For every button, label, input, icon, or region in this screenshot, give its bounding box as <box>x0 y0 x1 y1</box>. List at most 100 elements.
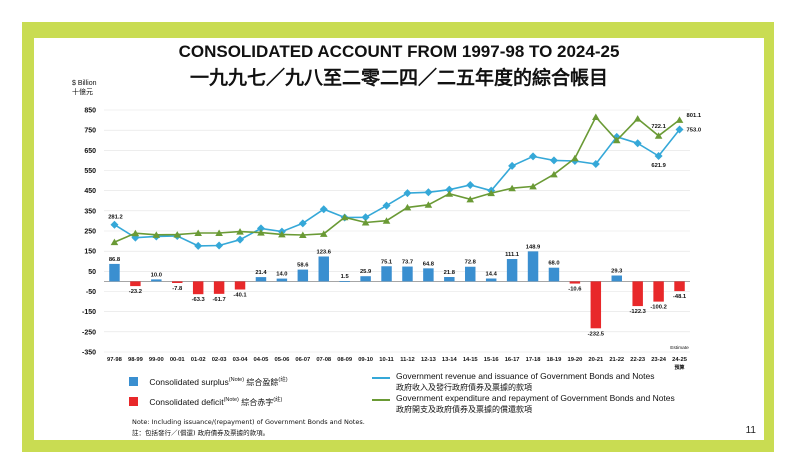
x-tick-label: 18-19 <box>547 357 563 363</box>
x-tick-label: 03-04 <box>233 357 249 363</box>
x-tick-label: 20-21 <box>588 357 604 363</box>
x-tick-label: 23-24 <box>651 357 667 363</box>
expenditure-point <box>319 230 328 237</box>
surplus-bar <box>423 268 434 282</box>
x-tick-label: 98-99 <box>128 357 144 363</box>
bar-data-label: 29.3 <box>611 269 623 275</box>
revenue-point <box>466 181 475 190</box>
x-tick-label: 15-16 <box>484 357 500 363</box>
y-tick-label: 650 <box>84 148 96 155</box>
bar-data-label: 86.8 <box>109 257 121 263</box>
deficit-bar <box>674 281 685 292</box>
x-tick-label: 11-12 <box>400 357 415 363</box>
x-tick-label: 16-17 <box>505 357 520 363</box>
revenue-point <box>215 241 224 250</box>
bar-data-label: -7.8 <box>172 286 183 292</box>
expenditure-line <box>114 115 680 243</box>
expenditure-point <box>110 238 119 246</box>
line-data-label: 722.1 <box>651 124 666 130</box>
revenue-point <box>654 152 663 161</box>
surplus-bar <box>611 275 622 282</box>
expenditure-point <box>592 113 600 121</box>
x-tick-label: 99-00 <box>149 357 164 363</box>
y-tick-label: -350 <box>82 350 96 357</box>
expenditure-point <box>215 229 223 237</box>
legend-deficit-zh-sup: (註) <box>273 397 283 403</box>
expenditure-point <box>508 184 516 192</box>
surplus-bar <box>360 276 371 282</box>
surplus-bar <box>381 266 392 282</box>
deficit-bar <box>192 281 204 295</box>
legend-surplus-zh: 綜合盈餘 <box>246 377 279 387</box>
x-tick-label: 13-14 <box>442 357 458 363</box>
line-layer <box>110 113 684 250</box>
bar-data-label: -232.5 <box>588 331 605 337</box>
bar-data-label: 1.5 <box>341 274 350 280</box>
surplus-bar <box>255 277 267 282</box>
expenditure-point <box>299 231 307 239</box>
surplus-bar <box>548 267 560 282</box>
bar-data-label: -40.1 <box>233 293 247 299</box>
expenditure-point <box>466 195 475 203</box>
y-tick-label: -50 <box>86 289 96 296</box>
bar-data-label: 72.8 <box>465 260 477 266</box>
x-tick-label: 12-13 <box>421 357 437 363</box>
line-data-label: 801.1 <box>687 113 702 119</box>
surplus-bar <box>402 266 413 282</box>
bar-data-label: 73.7 <box>402 260 413 266</box>
blue-square-icon <box>129 376 138 386</box>
y-tick-label: 150 <box>84 249 96 256</box>
y-tick-label: -150 <box>82 309 96 316</box>
bar-data-label: 58.6 <box>297 263 309 269</box>
x-tick-label: 14-15 <box>463 357 479 363</box>
revenue-point <box>110 220 119 229</box>
bar-data-label: -23.2 <box>129 289 142 295</box>
deficit-bar <box>172 281 183 283</box>
revenue-point <box>298 219 307 228</box>
red-square-icon <box>129 396 138 406</box>
expenditure-point <box>257 229 265 236</box>
deficit-bar <box>632 281 643 307</box>
bar-data-label: -63.3 <box>192 297 206 303</box>
x-tick-label: 19-20 <box>567 357 582 363</box>
surplus-bar <box>485 278 497 282</box>
legend-surplus-label: Consolidated surplus <box>149 376 229 387</box>
revenue-point <box>361 213 370 222</box>
surplus-bar <box>465 266 476 282</box>
green-line-icon <box>372 399 390 401</box>
bar-layer <box>109 251 685 329</box>
expenditure-point <box>633 115 642 122</box>
legend-revenue-zh: 政府收入及發行政府債券及票據的款項 <box>396 383 532 392</box>
legend-expenditure-label: Government expenditure and repayment of … <box>396 393 675 403</box>
bar-data-label: 14.4 <box>486 272 498 278</box>
x-tick-label: 02-03 <box>212 357 228 363</box>
x-tick-label: 09-10 <box>358 357 373 363</box>
deficit-bar <box>234 281 246 290</box>
expenditure-point <box>445 190 454 197</box>
bar-data-label: -48.1 <box>673 294 687 300</box>
y-tick-label: 250 <box>84 229 96 236</box>
legend-deficit-zh: 綜合赤字 <box>241 397 274 407</box>
revenue-point <box>236 235 245 244</box>
expenditure-point <box>131 229 140 237</box>
expenditure-point <box>487 189 495 197</box>
revenue-point <box>403 189 412 198</box>
surplus-bar <box>444 277 455 282</box>
legend-revenue: Government revenue and issuance of Gover… <box>372 371 654 393</box>
revenue-point <box>591 160 600 169</box>
expenditure-point <box>424 201 433 208</box>
bar-data-label: 21.8 <box>444 270 456 276</box>
expenditure-point <box>173 231 182 238</box>
y-tick-label: 50 <box>88 269 96 276</box>
deficit-bar <box>590 281 602 329</box>
expenditure-point <box>654 132 663 139</box>
bar-data-label: -61.7 <box>212 297 225 303</box>
bar-data-label: 111.1 <box>505 252 520 258</box>
deficit-bar <box>653 281 664 302</box>
surplus-bar <box>339 281 350 282</box>
surplus-bar <box>297 269 309 282</box>
expenditure-point <box>550 170 558 178</box>
line-data-label: 621.9 <box>651 163 666 169</box>
expenditure-point <box>612 136 621 144</box>
